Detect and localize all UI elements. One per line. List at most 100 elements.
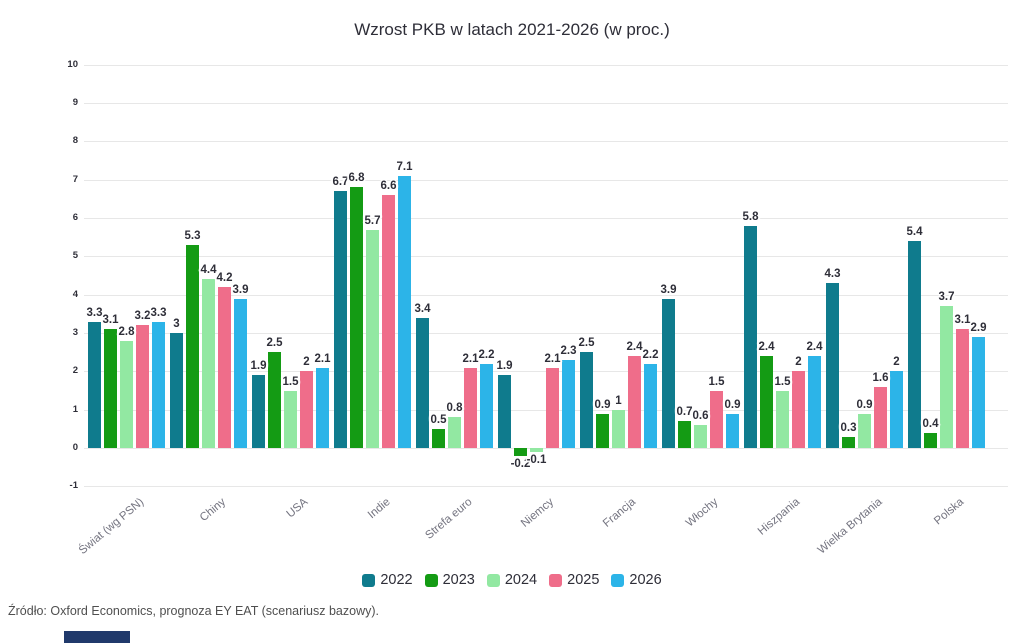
data-label: 2.1 [462, 352, 479, 365]
legend-swatch-icon [549, 573, 563, 587]
bar-2025-Strefa euro[interactable] [464, 367, 477, 448]
data-label: 2.8 [118, 325, 135, 338]
legend-swatch-icon [362, 573, 376, 587]
bar-2026-Strefa euro[interactable] [480, 363, 493, 448]
data-label: 3.1 [102, 314, 119, 327]
x-axis-category-label: Indie [365, 496, 393, 522]
y-axis-tick-label: 1 [72, 403, 78, 415]
bar-2024-USA[interactable] [284, 390, 297, 448]
bar-2024-Hiszpania[interactable] [776, 390, 789, 448]
bar-2025-Francja[interactable] [628, 356, 641, 448]
data-label: 3.9 [660, 283, 677, 296]
bar-2023-Wielka Brytania[interactable] [842, 436, 855, 448]
bar-2022-Strefa euro[interactable] [416, 317, 429, 448]
legend-swatch-icon [611, 573, 625, 587]
bar-2023-Włochy[interactable] [678, 421, 691, 448]
bar-2024-Niemcy[interactable] [530, 448, 543, 452]
gridline [84, 64, 1008, 66]
bar-2024-Indie[interactable] [366, 229, 379, 448]
bar-2026-Niemcy[interactable] [562, 359, 575, 448]
bar-2023-Niemcy[interactable] [514, 448, 527, 456]
legend-label: 2023 [442, 572, 475, 588]
legend-label: 2025 [567, 572, 600, 588]
bar-2022-Polska[interactable] [908, 241, 921, 448]
bar-2026-Polska[interactable] [972, 336, 985, 448]
x-axis-category-label: Strefa euro [422, 496, 475, 542]
bar-2026-Wielka Brytania[interactable] [890, 371, 903, 448]
chart-legend: 2022 2023 2024 2025 2026 [0, 572, 1024, 588]
data-label: 4.2 [216, 272, 233, 284]
bar-2023-Francja[interactable] [596, 413, 609, 448]
bar-2024-Polska[interactable] [940, 306, 953, 448]
legend-swatch-icon [486, 573, 500, 587]
legend-label: 2022 [380, 572, 413, 588]
bar-2026-Francja[interactable] [644, 363, 657, 448]
bar-2022-USA[interactable] [252, 375, 265, 448]
legend-item-2025[interactable]: 2025 [549, 572, 599, 588]
bar-2022-Chiny[interactable] [170, 333, 183, 448]
data-label: 0.9 [724, 398, 741, 411]
bar-2022-Włochy[interactable] [662, 298, 675, 448]
bar-2023-USA[interactable] [268, 352, 281, 448]
data-label: 4.4 [200, 264, 217, 277]
data-label: 3.7 [938, 291, 955, 304]
x-axis-category-label: Wielka Brytania [815, 496, 885, 557]
bar-2024-Strefa euro[interactable] [448, 417, 461, 448]
bar-2025-Włochy[interactable] [710, 390, 723, 448]
x-axis-category-label: Włochy [683, 496, 721, 530]
legend-item-2023[interactable]: 2023 [424, 572, 475, 588]
bar-2026-Indie[interactable] [398, 175, 411, 448]
bar-2025-Polska[interactable] [956, 329, 969, 448]
y-axis-tick-label: 3 [72, 327, 78, 338]
bar-2025-Świat (wg PSN)[interactable] [136, 325, 149, 448]
bar-2022-Świat (wg PSN)[interactable] [88, 321, 101, 448]
bar-2022-Hiszpania[interactable] [744, 225, 757, 448]
data-label: 5.7 [364, 214, 381, 227]
legend-item-2022[interactable]: 2022 [362, 572, 413, 588]
data-label: 1.5 [708, 375, 725, 388]
data-label: 5.8 [742, 210, 759, 223]
data-label: 2.1 [314, 352, 331, 365]
bar-2026-Świat (wg PSN)[interactable] [152, 321, 165, 448]
bar-2022-Wielka Brytania[interactable] [826, 283, 839, 448]
data-label: 2.5 [266, 337, 283, 350]
legend-item-2026[interactable]: 2026 [611, 572, 662, 588]
bar-2025-Niemcy[interactable] [546, 367, 559, 448]
y-axis-tick-label: 2 [72, 365, 78, 377]
bar-2024-Świat (wg PSN)[interactable] [120, 340, 133, 448]
bar-2025-Indie[interactable] [382, 195, 395, 448]
footer-accent-bar [64, 631, 130, 643]
bar-2023-Hiszpania[interactable] [760, 356, 773, 448]
bar-2022-Francja[interactable] [580, 352, 593, 448]
data-label: 2 [893, 356, 900, 369]
bar-2024-Wielka Brytania[interactable] [858, 413, 871, 448]
data-label: 0.9 [856, 398, 873, 411]
bar-2025-Hiszpania[interactable] [792, 371, 805, 448]
bar-2023-Świat (wg PSN)[interactable] [104, 329, 117, 448]
y-axis-tick-label: 7 [72, 173, 78, 185]
data-label: 2.4 [806, 341, 823, 353]
bar-2026-Chiny[interactable] [234, 298, 247, 448]
y-axis-tick-label: -1 [69, 480, 78, 492]
data-label: 2.4 [758, 341, 775, 353]
bar-2023-Indie[interactable] [350, 187, 363, 448]
bar-2023-Strefa euro[interactable] [432, 428, 445, 448]
bar-2025-USA[interactable] [300, 371, 313, 448]
bar-2023-Polska[interactable] [924, 432, 937, 448]
bar-2024-Włochy[interactable] [694, 425, 707, 448]
bar-2026-USA[interactable] [316, 367, 329, 448]
y-axis-tick-label: 10 [67, 58, 78, 70]
bar-2022-Indie[interactable] [334, 191, 347, 448]
gridline [84, 103, 1008, 105]
y-axis-tick-label: 6 [72, 212, 78, 224]
legend-item-2024[interactable]: 2024 [486, 572, 537, 588]
bar-2022-Niemcy[interactable] [498, 375, 511, 448]
data-label: 0.5 [430, 413, 447, 426]
bar-2023-Chiny[interactable] [186, 244, 199, 448]
bar-2025-Wielka Brytania[interactable] [874, 386, 887, 448]
bar-2026-Hiszpania[interactable] [808, 356, 821, 448]
bar-2024-Chiny[interactable] [202, 279, 215, 448]
bar-2026-Włochy[interactable] [726, 413, 739, 448]
bar-2024-Francja[interactable] [612, 409, 625, 448]
bar-2025-Chiny[interactable] [218, 287, 231, 448]
